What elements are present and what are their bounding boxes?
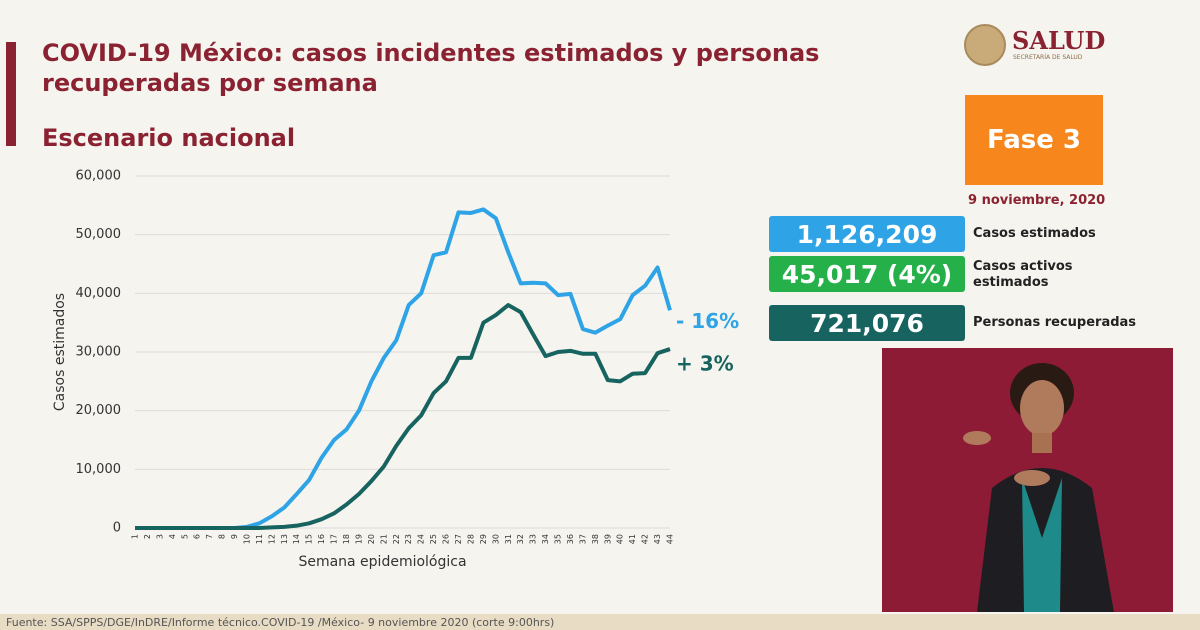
x-tick-label: 16 — [317, 534, 326, 544]
x-tick-label: 26 — [442, 534, 451, 544]
stat-label-line: estimados — [973, 275, 1049, 290]
x-tick-label: 12 — [267, 534, 276, 544]
x-tick-label: 32 — [516, 534, 525, 544]
x-tick-label: 20 — [367, 534, 376, 544]
x-tick-label: 4 — [168, 534, 177, 539]
x-tick-label: 17 — [330, 534, 339, 544]
x-tick-label: 37 — [578, 534, 587, 544]
date: 9 noviembre, 2020 — [968, 193, 1106, 208]
x-tick-label: 35 — [554, 534, 563, 544]
logo-seal — [964, 24, 1006, 66]
x-tick-label: 7 — [205, 534, 214, 539]
x-tick-label: 21 — [379, 534, 388, 544]
x-tick-label: 15 — [305, 534, 314, 544]
x-tick-label: 31 — [504, 534, 513, 544]
x-tick-label: 41 — [628, 534, 637, 544]
y-tick-label: 0 — [113, 521, 121, 536]
stat-label: Casos estimados — [973, 226, 1096, 241]
x-tick-label: 13 — [280, 534, 289, 544]
x-tick-label: 3 — [155, 534, 164, 539]
y-tick-label: 30,000 — [76, 345, 122, 360]
x-tick-label: 8 — [218, 534, 227, 539]
stat-label-line: Casos activos — [973, 259, 1073, 274]
title-line: recuperadas por semana — [42, 69, 378, 97]
x-tick-label: 24 — [417, 534, 426, 544]
interpreter-video — [882, 348, 1173, 612]
x-tick-label: 33 — [529, 534, 538, 544]
phase-box: Fase 3 — [965, 95, 1103, 185]
x-tick-label: 30 — [491, 534, 500, 544]
y-tick-label: 60,000 — [76, 169, 122, 184]
x-tick-label: 40 — [616, 534, 625, 544]
y-axis-title: Casos estimados — [52, 293, 68, 411]
x-tick-label: 42 — [641, 534, 650, 544]
x-tick-label: 43 — [653, 534, 662, 544]
x-tick-label: 1 — [131, 534, 140, 539]
y-tick-label: 20,000 — [76, 403, 122, 418]
x-tick-label: 36 — [566, 534, 575, 544]
x-axis-title: Semana epidemiológica — [298, 554, 466, 570]
x-tick-label: 9 — [230, 534, 239, 539]
logo-subtext: SECRETARÍA DE SALUD — [1013, 54, 1083, 61]
x-tick-label: 25 — [429, 534, 438, 544]
subtitle: Escenario nacional — [42, 124, 296, 152]
x-tick-label: 39 — [603, 534, 612, 544]
x-tick-label: 2 — [143, 534, 152, 539]
x-tick-label: 44 — [666, 534, 675, 544]
stat-label: Personas recuperadas — [973, 315, 1137, 330]
x-tick-label: 23 — [404, 534, 413, 544]
x-tick-label: 29 — [479, 534, 488, 544]
series-end-label: - 16% — [676, 309, 739, 333]
x-tick-label: 6 — [193, 534, 202, 539]
stat-label: Casos activos estimados — [973, 259, 1073, 291]
series-end-label: + 3% — [676, 352, 734, 376]
accent-bar — [6, 42, 16, 146]
y-tick-label: 50,000 — [76, 227, 122, 242]
x-tick-label: 18 — [342, 534, 351, 544]
series-line — [135, 207, 672, 530]
title-line: COVID-19 México: casos incidentes estima… — [42, 39, 820, 67]
x-tick-label: 34 — [541, 534, 550, 544]
x-tick-label: 11 — [255, 534, 264, 544]
stat-value: 721,076 — [769, 305, 965, 341]
x-tick-label: 22 — [392, 534, 401, 544]
stat-value: 1,126,209 — [769, 216, 965, 252]
x-tick-label: 27 — [454, 534, 463, 544]
x-tick-label: 10 — [242, 534, 251, 544]
title: COVID-19 México: casos incidentes estima… — [42, 38, 819, 98]
x-tick-label: 5 — [180, 534, 189, 539]
series-line — [135, 303, 671, 530]
x-tick-label: 14 — [292, 534, 301, 544]
logo-text: SALUD — [1012, 26, 1106, 55]
y-tick-label: 10,000 — [76, 462, 122, 477]
x-tick-label: 19 — [354, 534, 363, 544]
x-tick-label: 38 — [591, 534, 600, 544]
source: Fuente: SSA/SPPS/DGE/InDRE/Informe técni… — [6, 616, 555, 629]
y-tick-label: 40,000 — [76, 286, 122, 301]
footer-bar — [0, 614, 1200, 630]
stat-value: 45,017 (4%) — [769, 256, 965, 292]
x-tick-label: 28 — [466, 534, 475, 544]
